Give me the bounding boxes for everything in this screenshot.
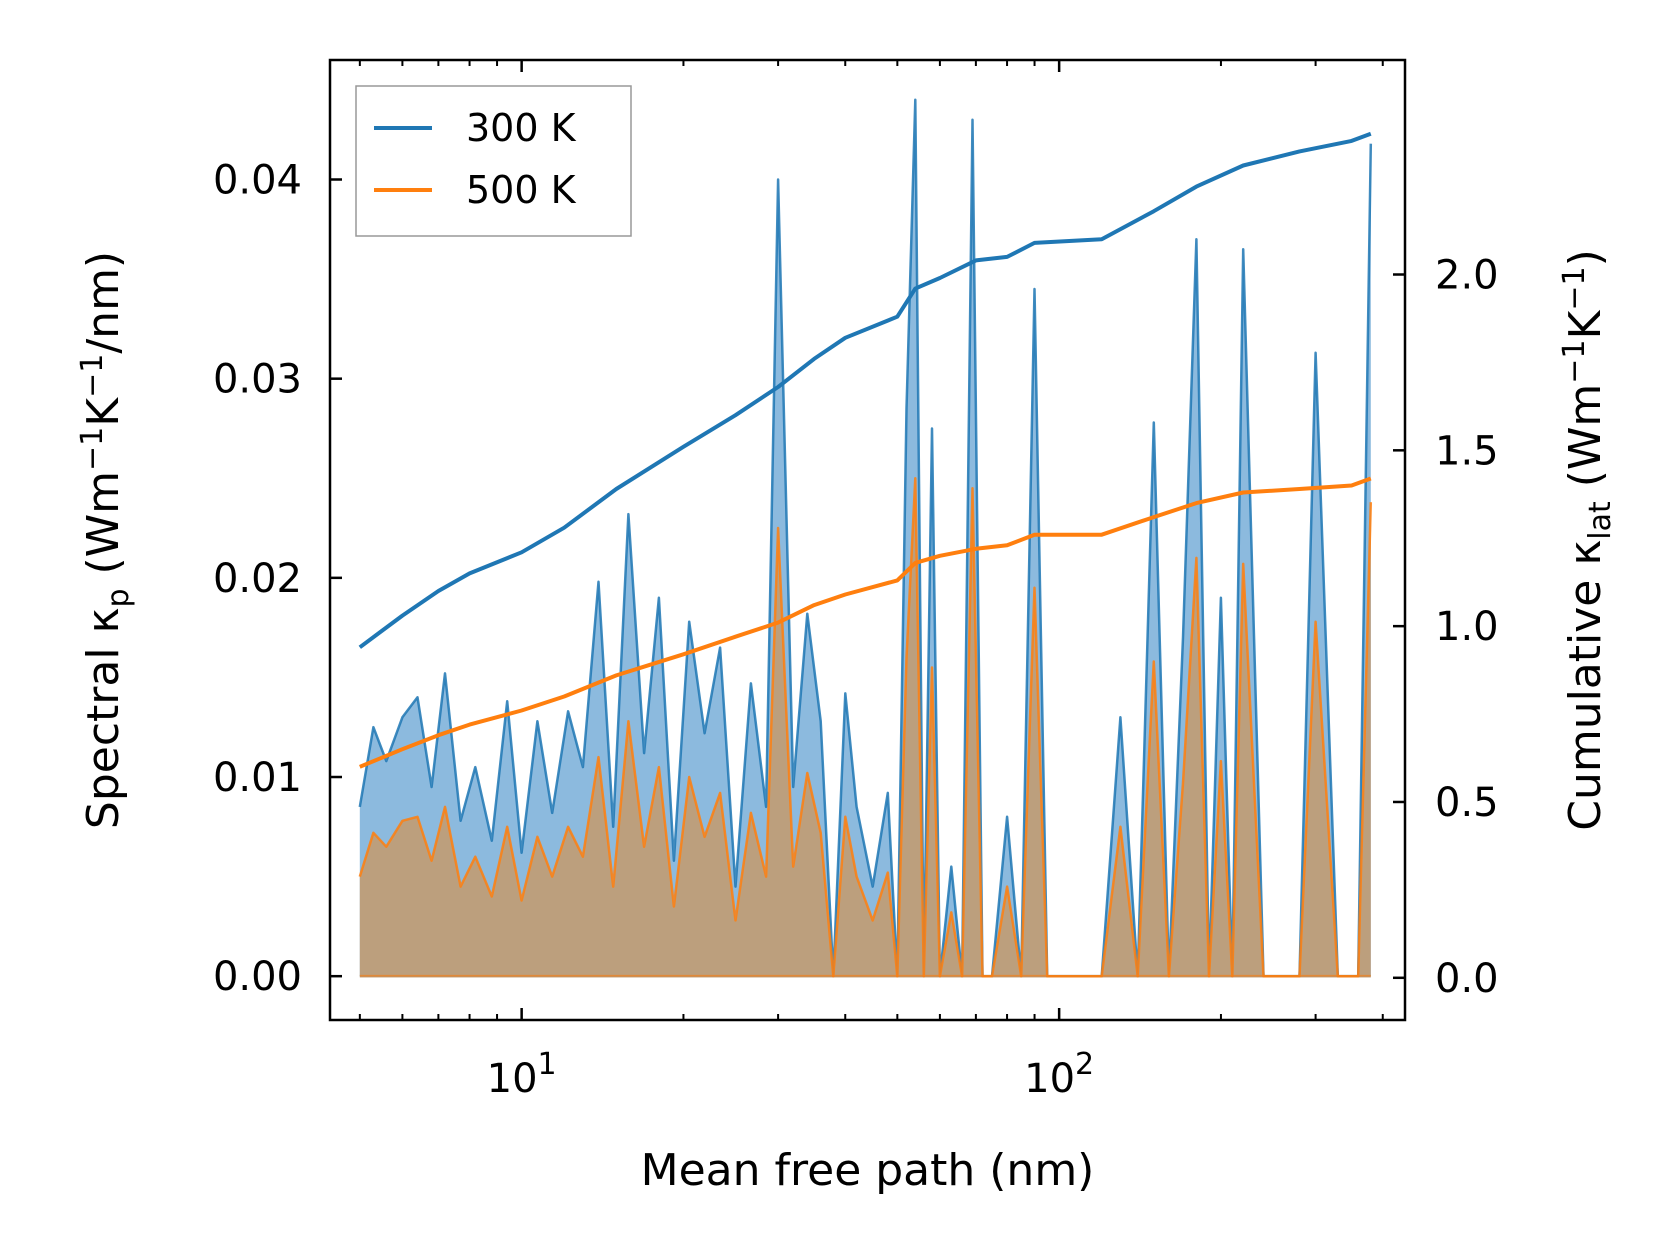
y-right-axis-title-units-close: ) [1560,249,1611,266]
y-left-tick-label: 0.00 [213,954,302,1000]
x-tick-exp: 2 [1075,1047,1094,1082]
y-right-tick-label: 1.0 [1435,604,1499,650]
y-left-tick-label: 0.01 [213,755,302,801]
y-right-axis-title: Cumulative κlat (Wm−1K−1) [1557,249,1618,831]
y-right-tick-label: 0.0 [1435,956,1499,1002]
y-right-axis-title-prefix: Cumulative κ [1560,540,1611,831]
y-left-tick-label: 0.03 [213,357,302,403]
cumulative-line-500k [359,476,1372,769]
y-left-axis-title-prefix: Spectral κ [78,608,129,830]
x-tick-label: 101 [487,1047,557,1102]
x-tick-label: 102 [1024,1047,1094,1102]
cumulative-line-300k [358,131,1372,649]
y-left-tick-label: 0.02 [213,556,302,602]
plot-area [358,98,1373,978]
y-left-axis-title-k: K [78,397,129,427]
axis-ticks: 101 1020.000.010.020.030.040.00.51.01.52.… [213,60,1499,1102]
y-right-tick-label: 0.5 [1435,780,1499,826]
legend-box [355,85,632,237]
y-right-tick-label: 2.0 [1435,253,1499,299]
y-right-tick-label: 1.5 [1435,428,1499,474]
y-right-axis-title-sup2: −1 [1557,266,1592,310]
spectral-line-500k [358,477,1373,978]
x-tick-base: 10 [487,1056,538,1102]
y-right-axis-title-k: K [1560,309,1611,339]
y-left-axis-title-sub: p [101,588,136,607]
x-tick-base: 10 [1024,1056,1075,1102]
spectral-line-300k [358,98,1373,978]
y-left-axis-title-sup2: −1 [75,354,110,398]
plot-frame [328,58,1407,1022]
x-tick-exp: 1 [538,1047,557,1082]
y-left-tick-label: 0.04 [213,158,302,204]
legend-label-500k: 500 K [466,168,577,212]
axis-titles: Mean free path (nm)Spectral κp (Wm−1K−1/… [75,249,1618,1196]
y-right-axis-title-sub: lat [1583,501,1618,540]
y-right-axis-title-units-open: (Wm [1560,384,1611,502]
y-left-axis-title-units-open: (Wm [78,471,129,589]
y-left-axis-title: Spectral κp (Wm−1K−1/nm) [75,251,136,829]
y-right-axis-title-sup1: −1 [1557,339,1592,383]
legend-label-300k: 300 K [466,106,577,150]
y-left-axis-title-units-close: /nm) [78,251,129,354]
y-left-axis-title-sup1: −1 [75,427,110,471]
x-axis-title: Mean free path (nm) [641,1145,1095,1196]
legend: 300 K 500 K [355,85,632,237]
